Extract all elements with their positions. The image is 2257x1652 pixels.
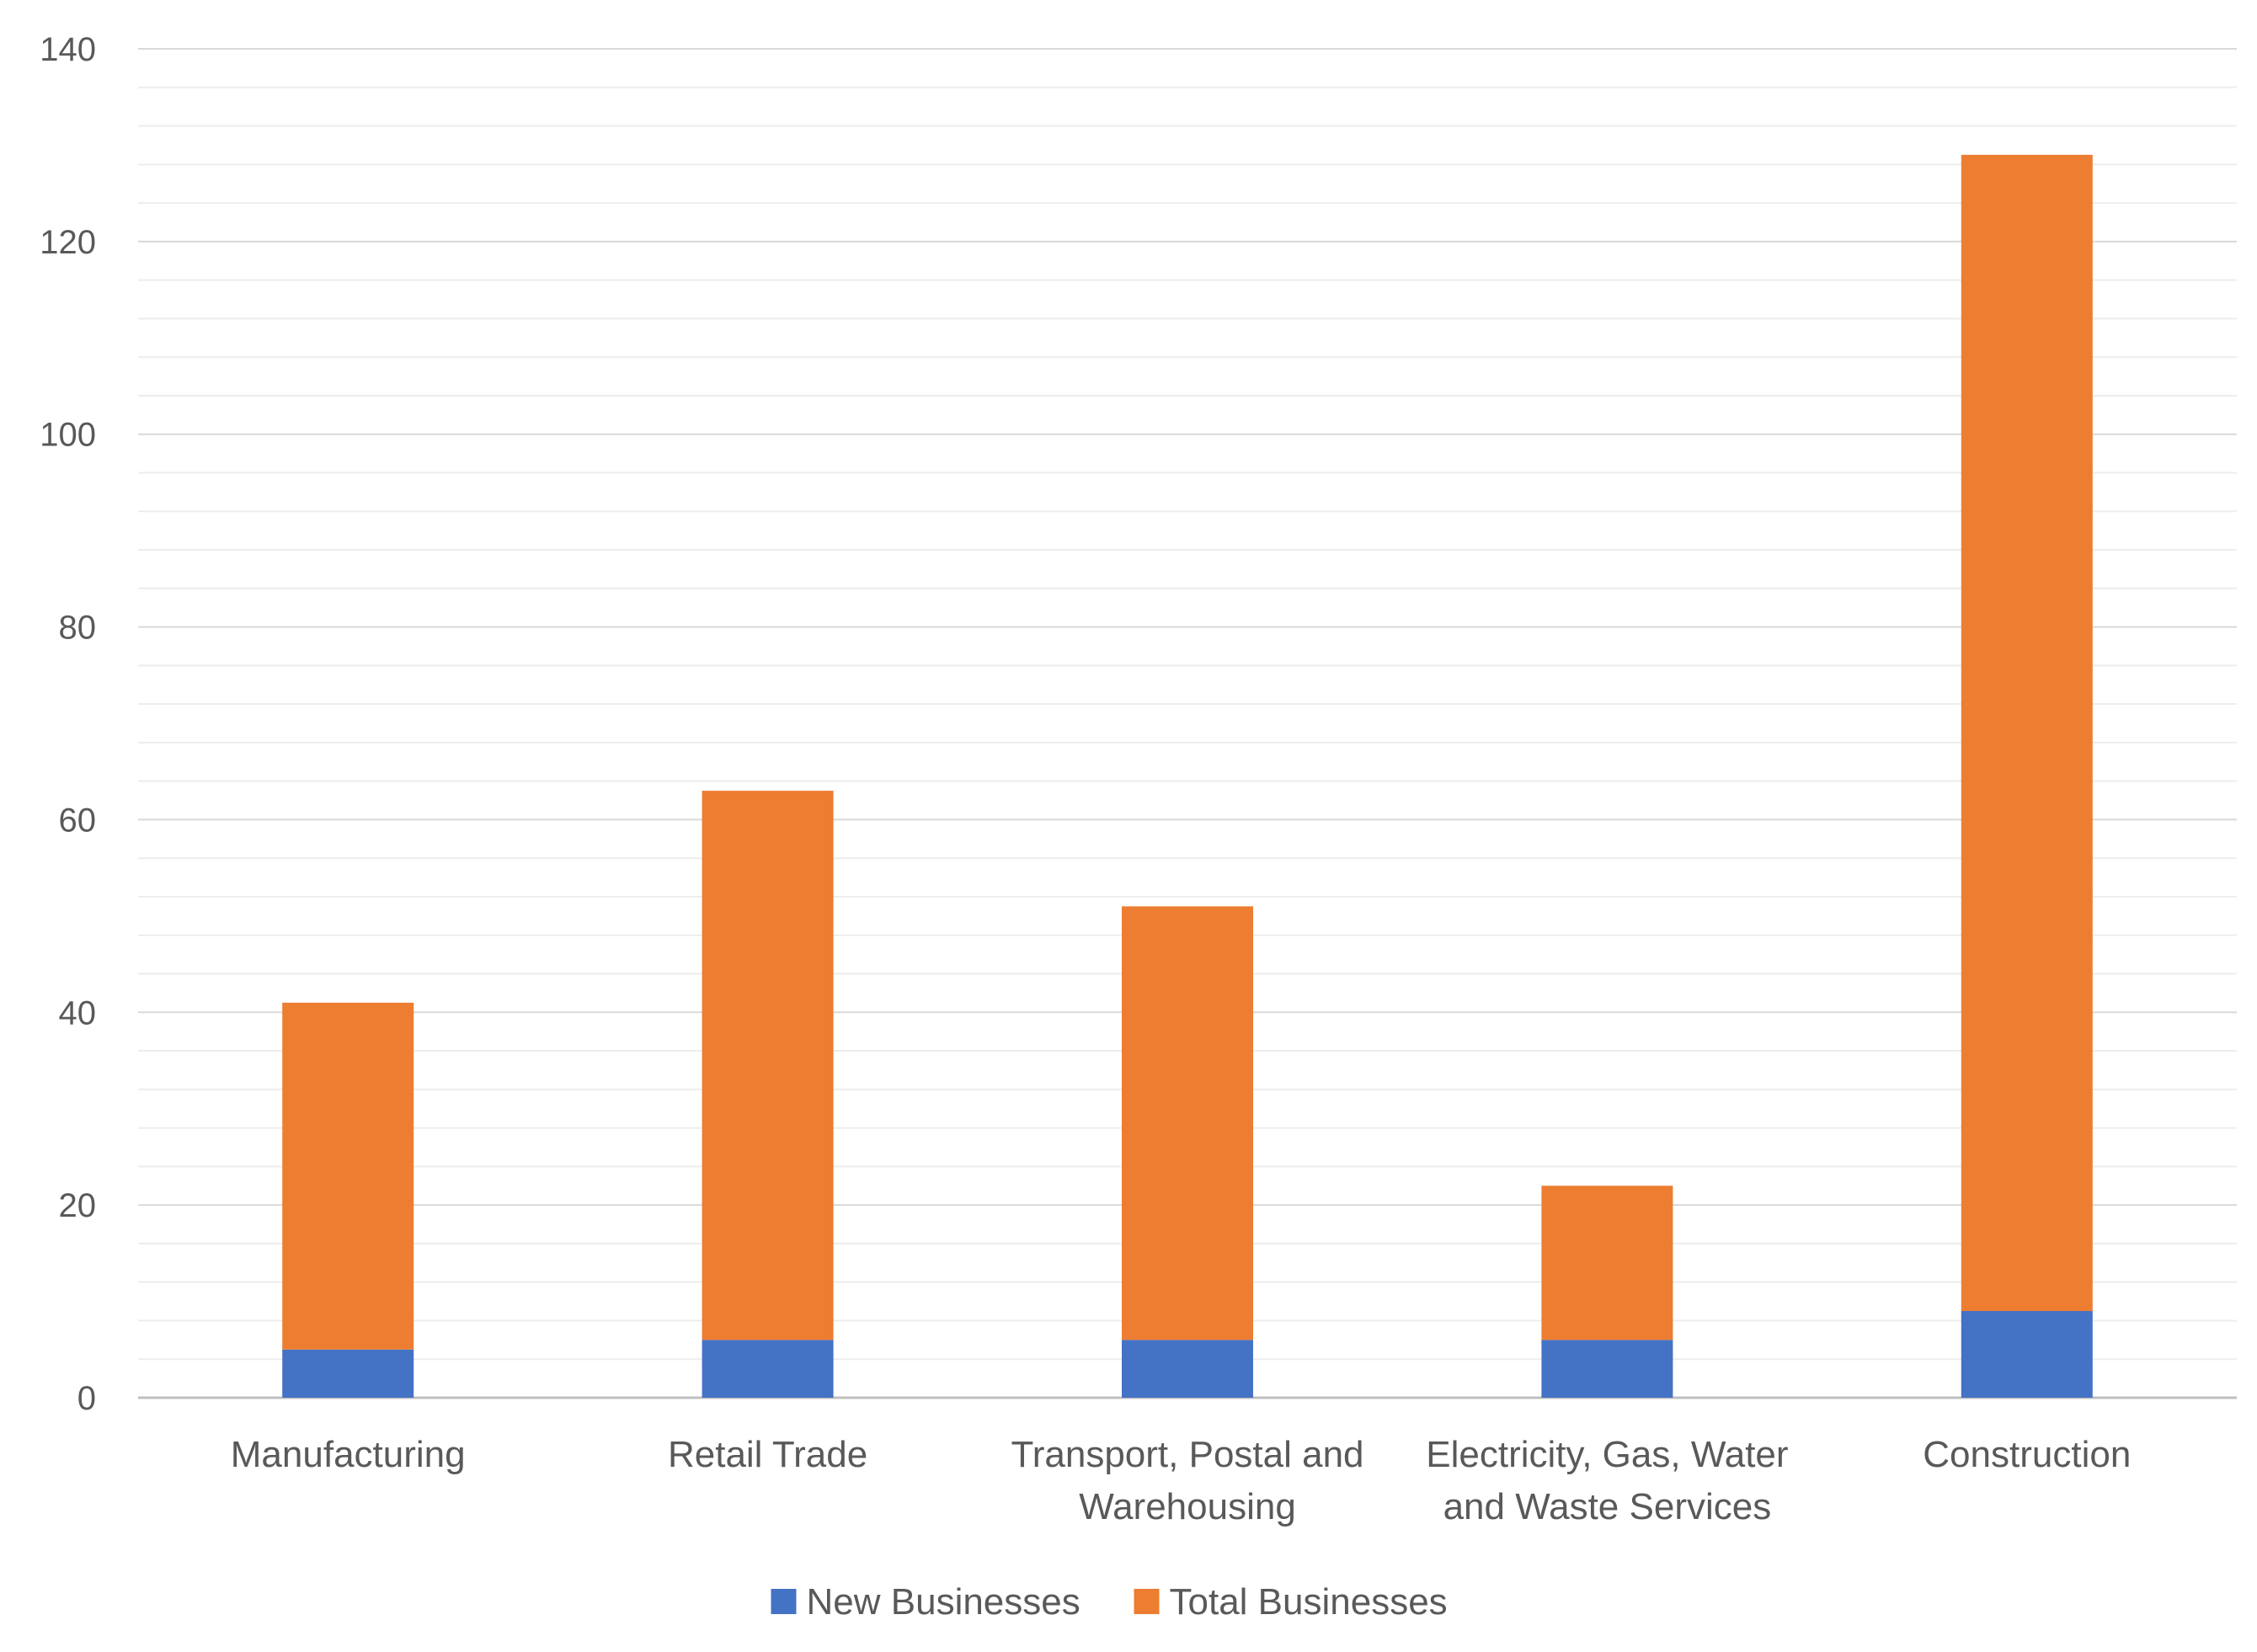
bar-segment-new-businesses — [1541, 1340, 1673, 1398]
x-category-label: Manufacturing — [231, 1434, 466, 1475]
bar-segment-total-businesses — [1541, 1186, 1673, 1340]
gridlines — [138, 48, 2237, 1361]
bar-segment-new-businesses — [702, 1340, 834, 1398]
x-category-label: Transport, Postal and — [1011, 1434, 1363, 1475]
legend-item-new-businesses: New Businesses — [771, 1581, 1080, 1623]
legend-swatch — [771, 1589, 797, 1614]
bars — [282, 154, 2093, 1398]
y-tick-label: 80 — [59, 610, 97, 647]
y-tick-label: 140 — [40, 31, 96, 68]
legend-item-total-businesses: Total Businesses — [1134, 1581, 1448, 1623]
x-category-label: Retail Trade — [668, 1434, 867, 1475]
y-tick-label: 40 — [59, 994, 97, 1031]
category-labels: Manufacturing Retail Trade Transport, Post… — [231, 1434, 2132, 1527]
legend-label: Total Businesses — [1170, 1581, 1448, 1623]
legend-swatch — [1134, 1589, 1160, 1614]
y-tick-label: 100 — [40, 417, 96, 454]
bar-segment-total-businesses — [1122, 906, 1253, 1340]
x-category-label: and Waste Services — [1443, 1486, 1772, 1527]
legend: New Businesses Total Businesses — [771, 1581, 1448, 1623]
y-tick-label: 60 — [59, 802, 97, 839]
bar-segment-total-businesses — [282, 1002, 414, 1350]
legend-label: New Businesses — [807, 1581, 1080, 1623]
bar-segment-total-businesses — [702, 791, 834, 1340]
y-tick-label: 0 — [77, 1380, 96, 1417]
x-category-label: Construction — [1923, 1434, 2131, 1475]
y-tick-label: 120 — [40, 224, 96, 261]
bar-segment-new-businesses — [1961, 1311, 2093, 1398]
bar-segment-total-businesses — [1961, 154, 2093, 1312]
x-category-label: Warehousing — [1079, 1486, 1296, 1527]
bar-segment-new-businesses — [1122, 1340, 1253, 1398]
bar-segment-new-businesses — [282, 1349, 414, 1398]
x-category-label: Electricity, Gas, Water — [1426, 1434, 1788, 1475]
y-tick-label: 20 — [59, 1187, 97, 1224]
